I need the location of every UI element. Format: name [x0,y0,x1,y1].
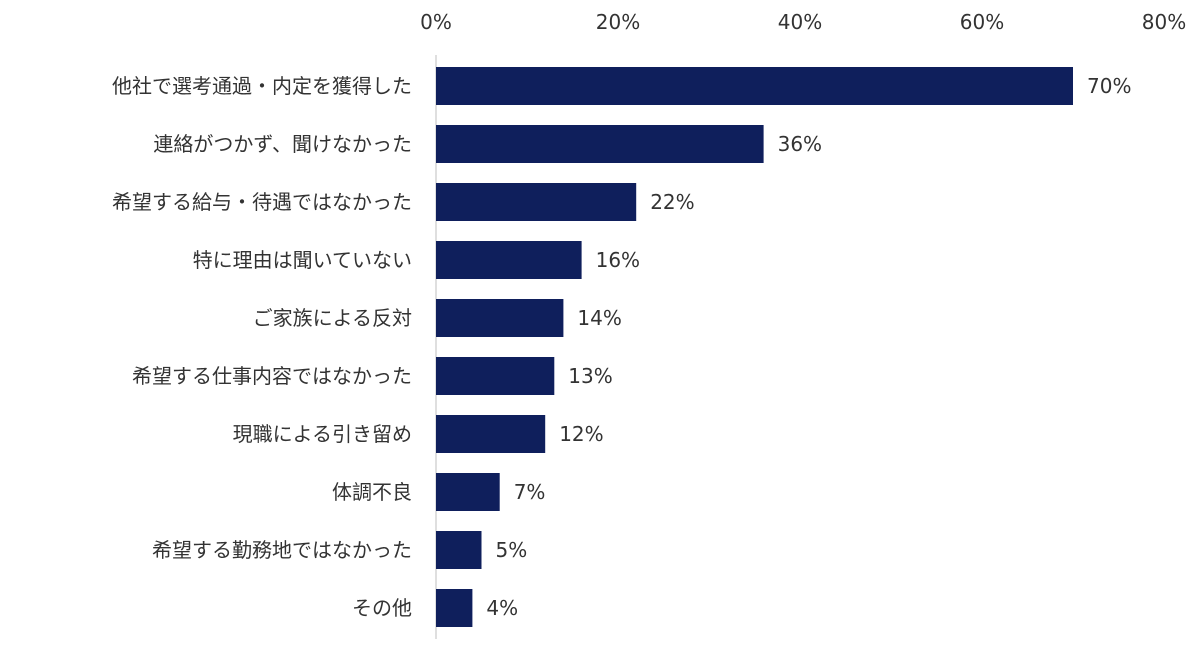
bar [436,67,1073,105]
category-label: 連絡がつかず、聞けなかった [153,132,412,156]
data-label: 12% [559,422,603,446]
data-label: 70% [1087,74,1131,98]
bar [436,183,637,221]
data-label: 13% [568,364,612,388]
x-tick-label: 20% [596,10,640,34]
bar [436,241,582,279]
data-label: 16% [596,248,640,272]
bar [436,299,564,337]
bars-group: 他社で選考通過・内定を獲得した 70% 連絡がつかず、聞けなかった 36% 希望する給与… [112,67,1131,627]
x-tick-label: 80% [1142,10,1186,34]
category-label: 特に理由は聞いていない [193,248,412,272]
category-label: 希望する勤務地ではなかった [152,538,412,562]
x-tick-label: 40% [778,10,822,34]
data-label: 36% [778,132,822,156]
category-label: 他社で選考通過・内定を獲得した [112,74,412,98]
x-tick-label: 0% [420,10,452,34]
bar [436,589,473,627]
category-label: その他 [352,596,412,620]
data-label: 4% [486,596,518,620]
category-label: ご家族による反対 [253,306,412,330]
bar [436,357,555,395]
data-label: 7% [514,480,546,504]
data-label: 5% [496,538,528,562]
category-label: 希望する仕事内容ではなかった [132,364,412,388]
x-axis-ticks: 0% 20% 40% 60% 80% [420,10,1186,34]
data-label: 14% [577,306,621,330]
bar [436,531,482,569]
bar [436,125,764,163]
category-label: 現職による引き留め [233,422,412,446]
bar [436,473,500,511]
data-label: 22% [650,190,694,214]
x-tick-label: 60% [960,10,1004,34]
category-label: 体調不良 [332,480,412,504]
category-label: 希望する給与・待遇ではなかった [112,190,412,214]
bar [436,415,546,453]
